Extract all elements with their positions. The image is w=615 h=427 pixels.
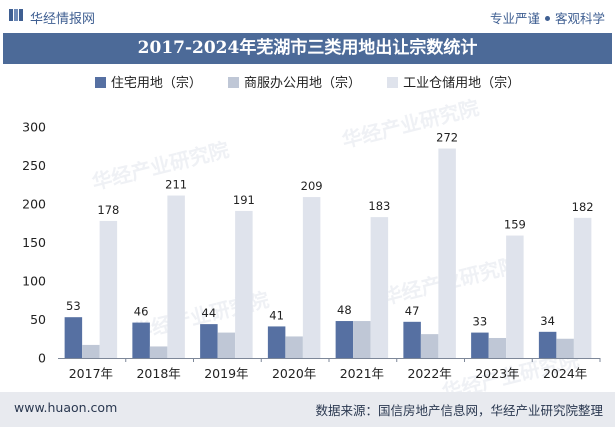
legend-swatch	[94, 77, 106, 88]
legend-swatch	[387, 77, 399, 88]
data-label: 41	[269, 308, 284, 322]
x-tick-label: 2017年	[69, 366, 113, 381]
bar-commercial	[285, 336, 303, 358]
bar-industrial	[235, 210, 253, 358]
bar-industrial	[302, 197, 321, 358]
slogan-right: 客观科学	[554, 11, 605, 26]
bar-chart: 0 50 100 150 200 250 300 53 178 2017年 46 211 2018年 44…	[22, 120, 601, 381]
y-tick-label: 0	[38, 351, 46, 366]
legend-item-commercial: 商服办公用地（宗）	[227, 72, 361, 91]
x-tick-label: 2020年	[272, 366, 316, 381]
y-tick-label: 50	[30, 312, 46, 327]
data-label: 47	[405, 304, 420, 318]
footer-source: 数据来源：国信房地产信息网，华经产业研究院整理	[315, 403, 603, 418]
x-tick-label: 2021年	[340, 366, 384, 381]
slogan-dot-icon	[544, 16, 550, 21]
data-label: 272	[436, 131, 458, 145]
y-tick-label: 250	[22, 158, 46, 173]
brand-logo-icon	[9, 9, 23, 21]
bar-commercial	[556, 338, 574, 358]
x-tick-label: 2022年	[407, 366, 451, 381]
bar-residential	[132, 322, 150, 358]
legend-label: 工业仓储用地（宗）	[403, 76, 521, 91]
footer: www.huaon.com 数据来源：国信房地产信息网，华经产业研究院整理	[0, 392, 615, 427]
data-label: 53	[66, 299, 81, 313]
bar-commercial	[488, 337, 507, 358]
data-label: 209	[301, 179, 323, 193]
slogan-left: 专业严谨	[489, 11, 540, 26]
data-label: 44	[202, 306, 217, 320]
legend-item-residential: 住宅用地（宗）	[94, 72, 202, 91]
y-tick-label: 300	[22, 120, 46, 135]
x-tick-label: 2023年	[475, 366, 519, 381]
legend-label: 商服办公用地（宗）	[243, 76, 361, 91]
top-bar: 华经情报网 专业严谨 客观科学	[0, 0, 615, 32]
bar-industrial	[370, 217, 389, 358]
data-label: 159	[504, 218, 526, 232]
bar-industrial	[167, 195, 185, 358]
x-tick-label: 2024年	[543, 366, 587, 381]
legend-swatch	[227, 77, 239, 88]
y-tick-label: 200	[22, 197, 46, 212]
bar-residential	[403, 321, 421, 358]
bar-commercial	[353, 321, 371, 358]
bar-industrial	[438, 148, 456, 358]
bar-residential	[538, 331, 557, 358]
bar-residential	[335, 321, 354, 358]
data-label: 46	[134, 305, 149, 319]
y-tick-label: 150	[22, 235, 46, 250]
y-tick-label: 100	[22, 274, 46, 289]
data-label: 191	[233, 193, 255, 207]
data-label: 33	[473, 315, 488, 329]
legend-item-industrial: 工业仓储用地（宗）	[387, 72, 520, 91]
bar-residential	[64, 317, 83, 358]
data-label: 48	[337, 303, 352, 317]
data-label: 211	[165, 178, 187, 192]
footer-site: www.huaon.com	[14, 400, 118, 415]
data-label: 178	[97, 203, 119, 217]
chart-legend: 住宅用地（宗） 商服办公用地（宗） 工业仓储用地（宗）	[0, 72, 615, 91]
bar-residential	[471, 332, 489, 358]
bar-residential	[267, 326, 286, 358]
data-label: 183	[368, 199, 390, 213]
bar-commercial	[149, 346, 168, 358]
brand-name: 华经情报网	[30, 12, 96, 27]
x-tick-label: 2019年	[204, 366, 248, 381]
bar-industrial	[99, 220, 118, 358]
bar-industrial	[506, 235, 524, 358]
bar-commercial	[217, 332, 236, 358]
legend-label: 住宅用地（宗）	[110, 76, 202, 91]
bar-commercial	[82, 344, 100, 358]
bar-residential	[200, 324, 218, 358]
data-label: 34	[540, 314, 555, 328]
x-tick-label: 2018年	[136, 366, 180, 381]
chart-title: 2017-2024年芜湖市三类用地出让宗数统计	[3, 33, 612, 64]
bar-industrial	[573, 217, 592, 358]
slogan: 专业严谨 客观科学	[490, 8, 605, 27]
data-label: 182	[572, 200, 594, 214]
bar-commercial	[420, 334, 439, 358]
